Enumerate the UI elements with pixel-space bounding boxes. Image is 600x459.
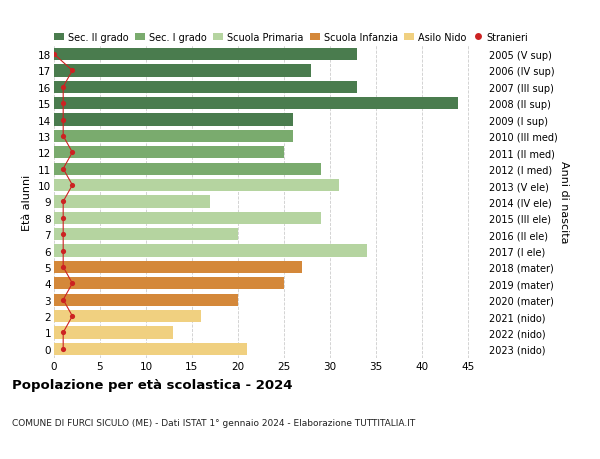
- Bar: [54, 98, 458, 110]
- Bar: [54, 278, 284, 290]
- Point: [68, 182, 77, 189]
- Bar: [54, 81, 358, 94]
- Bar: [54, 130, 293, 143]
- Bar: [54, 147, 284, 159]
- Bar: [54, 245, 367, 257]
- Point: [58, 84, 68, 91]
- Bar: [54, 261, 302, 274]
- Point: [68, 149, 77, 157]
- Bar: [54, 229, 238, 241]
- Y-axis label: Anni di nascita: Anni di nascita: [559, 161, 569, 243]
- Bar: [54, 294, 238, 306]
- Point: [58, 329, 68, 336]
- Bar: [54, 310, 201, 323]
- Point: [58, 247, 68, 255]
- Point: [58, 215, 68, 222]
- Bar: [54, 163, 320, 175]
- Point: [58, 133, 68, 140]
- Point: [58, 297, 68, 304]
- Point: [68, 313, 77, 320]
- Point: [68, 67, 77, 75]
- Point: [58, 231, 68, 238]
- Point: [58, 166, 68, 173]
- Point: [58, 263, 68, 271]
- Bar: [54, 65, 311, 78]
- Y-axis label: Età alunni: Età alunni: [22, 174, 32, 230]
- Bar: [54, 114, 293, 126]
- Bar: [54, 326, 173, 339]
- Bar: [54, 343, 247, 355]
- Point: [58, 345, 68, 353]
- Point: [58, 117, 68, 124]
- Bar: [54, 196, 210, 208]
- Bar: [54, 179, 339, 192]
- Point: [68, 280, 77, 287]
- Point: [58, 100, 68, 107]
- Bar: [54, 212, 320, 224]
- Text: Popolazione per età scolastica - 2024: Popolazione per età scolastica - 2024: [12, 379, 293, 392]
- Legend: Sec. II grado, Sec. I grado, Scuola Primaria, Scuola Infanzia, Asilo Nido, Stran: Sec. II grado, Sec. I grado, Scuola Prim…: [54, 33, 529, 43]
- Point: [49, 51, 59, 59]
- Bar: [54, 49, 358, 61]
- Point: [58, 198, 68, 206]
- Text: COMUNE DI FURCI SICULO (ME) - Dati ISTAT 1° gennaio 2024 - Elaborazione TUTTITAL: COMUNE DI FURCI SICULO (ME) - Dati ISTAT…: [12, 418, 415, 427]
